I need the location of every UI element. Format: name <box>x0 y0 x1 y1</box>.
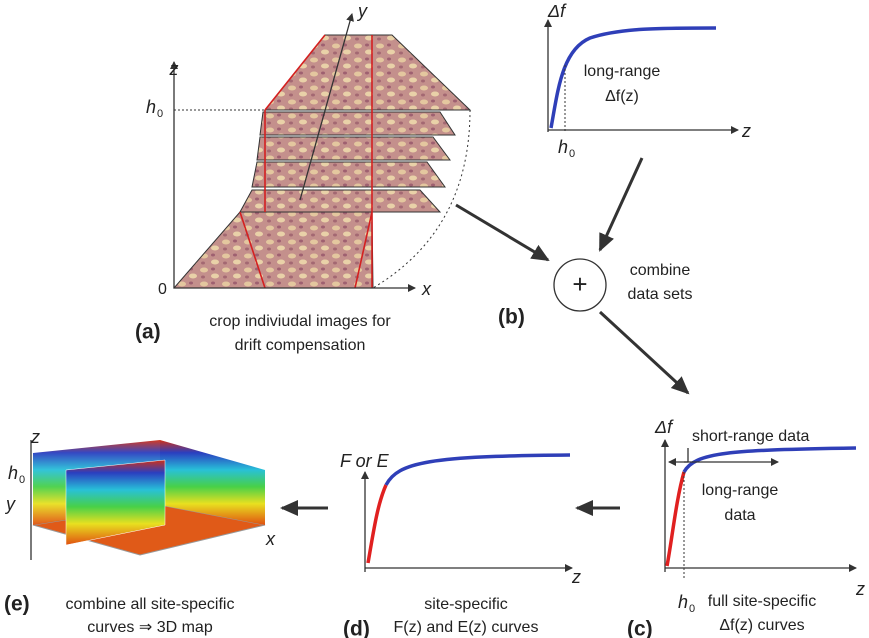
y-label: Δf <box>547 1 567 21</box>
z-label: z <box>30 427 40 447</box>
caption: data sets <box>628 286 693 303</box>
h-sub: 0 <box>19 474 25 486</box>
z-label: z <box>169 59 179 79</box>
panel-b: + combine data sets (b) <box>456 158 692 393</box>
image-layer <box>240 190 440 212</box>
panel-tag: (b) <box>498 306 525 329</box>
h-sub: 0 <box>689 603 695 615</box>
long-range-label: data <box>724 507 755 524</box>
y-label: y <box>356 1 368 21</box>
panel-tag: (c) <box>627 618 653 638</box>
caption: combine all site-specific <box>66 596 235 613</box>
caption: combine <box>630 262 691 279</box>
caption: Δf(z) curves <box>719 617 804 634</box>
arrow <box>456 205 548 260</box>
h-sub: 0 <box>157 108 163 120</box>
plus: + <box>572 269 587 299</box>
long-range-curve <box>386 455 570 485</box>
h-label: h <box>558 137 568 157</box>
panel-a: z y x 0 h 0 (a) crop indiviudal images f… <box>135 1 470 354</box>
curve-label: Δf(z) <box>605 88 639 105</box>
image-layer <box>260 112 455 135</box>
panel-d: F or E z (d) site-specific F(z) and E(z)… <box>340 451 620 638</box>
y-label: y <box>4 494 16 514</box>
x-label: z <box>741 121 751 141</box>
h-label: h <box>146 97 156 117</box>
long-range-inset: Δf z h 0 long-range Δf(z) <box>547 1 751 160</box>
long-range-curve <box>684 448 856 472</box>
origin-label: 0 <box>158 281 167 298</box>
x-label: z <box>571 567 581 587</box>
y-label: F or E <box>340 451 390 471</box>
panel-tag: (d) <box>343 618 370 638</box>
short-range-label: short-range data <box>692 428 810 445</box>
caption: curves ⇒ 3D map <box>87 619 213 636</box>
arrow <box>600 158 642 250</box>
diagram: z y x 0 h 0 (a) crop indiviudal images f… <box>0 0 869 638</box>
h-label: h <box>8 463 18 483</box>
arrow <box>600 312 688 393</box>
curve-label: long-range <box>584 63 661 80</box>
caption: drift compensation <box>235 337 366 354</box>
x-label: x <box>421 279 432 299</box>
panel-tag: (e) <box>4 593 30 616</box>
h-label: h <box>678 592 688 612</box>
panel-tag: (a) <box>135 321 161 344</box>
x-label: z <box>855 579 865 599</box>
short-range-curve <box>368 485 386 563</box>
short-range-curve <box>667 472 684 566</box>
caption: F(z) and E(z) curves <box>394 619 539 636</box>
caption: site-specific <box>424 596 508 613</box>
h-sub: 0 <box>569 148 575 160</box>
image-layer <box>252 162 445 187</box>
x-label: x <box>265 529 276 549</box>
caption: crop indiviudal images for <box>209 313 391 330</box>
panel-e: z h 0 y x (e) combine all site-specific … <box>4 427 328 636</box>
panel-c: Δf z h 0 short-range data long-range dat… <box>627 417 865 638</box>
long-range-label: long-range <box>702 482 779 499</box>
bottom-image <box>174 212 373 288</box>
image-layer <box>257 137 450 160</box>
caption: full site-specific <box>708 593 816 610</box>
y-label: Δf <box>654 417 674 437</box>
